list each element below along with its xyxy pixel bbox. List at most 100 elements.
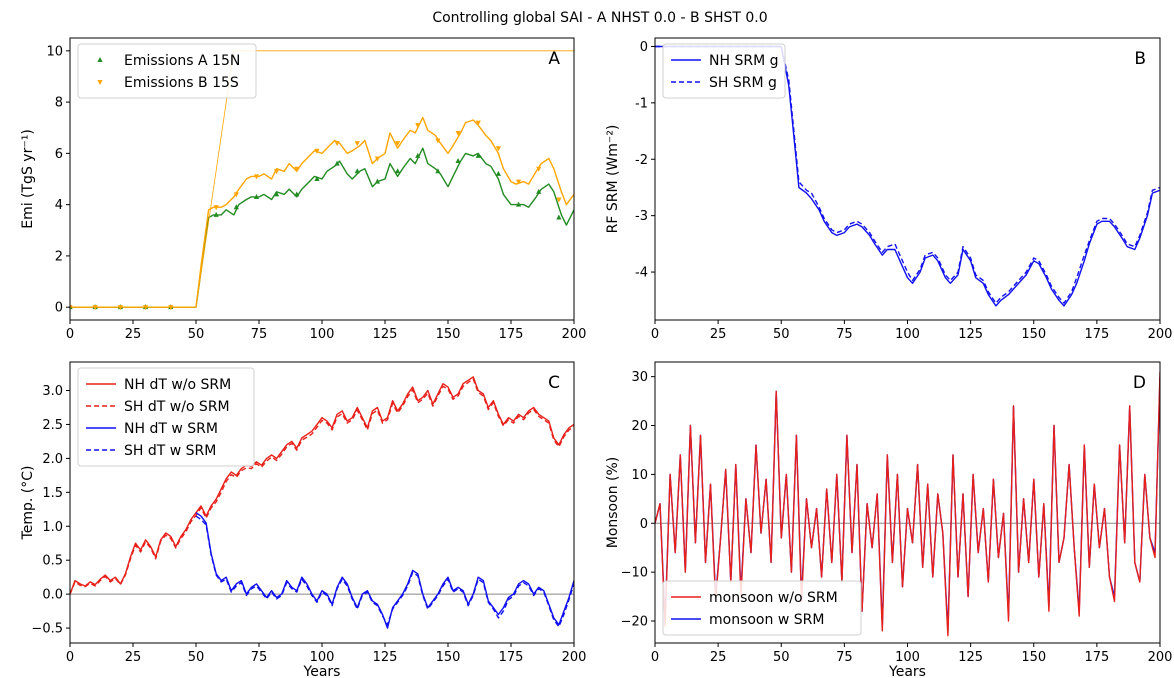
data-marker <box>374 156 381 162</box>
legend-box <box>662 580 862 636</box>
data-marker <box>556 197 562 203</box>
data-marker <box>556 214 562 220</box>
y-tick-label: 4 <box>55 198 63 213</box>
data-marker <box>395 168 401 174</box>
x-tick-label: 150 <box>436 327 461 342</box>
y-axis-label: RF SRM (Wm⁻²) <box>605 125 621 234</box>
x-tick-label: 125 <box>958 650 983 665</box>
y-tick-label: −20 <box>621 615 648 630</box>
x-tick-label: 150 <box>436 650 461 665</box>
data-marker <box>314 176 320 181</box>
legend: NH SRM g SH SRM g <box>662 43 786 99</box>
x-tick-label: 100 <box>310 650 335 665</box>
panel-label: A <box>548 49 560 69</box>
data-marker <box>435 138 441 144</box>
x-tick-label: 175 <box>1084 650 1109 665</box>
x-tick-label: 50 <box>773 650 790 665</box>
y-tick-label: 1.0 <box>42 520 63 535</box>
series-line-0 <box>70 376 574 595</box>
data-marker <box>435 168 441 174</box>
x-axis-label: Years <box>303 664 341 678</box>
legend: NH dT w/o SRM SH dT w/o SRM NH dT w SRM SH … <box>77 367 255 467</box>
data-marker <box>253 174 260 180</box>
data-marker <box>536 188 542 194</box>
series-line-1 <box>70 378 574 595</box>
y-tick-label: 0 <box>640 40 648 55</box>
x-tick-label: 200 <box>562 650 587 665</box>
x-tick-label: 200 <box>1148 650 1173 665</box>
plot-area <box>70 376 574 629</box>
series-line-1 <box>655 371 1160 637</box>
chart-panel-d: 0 25 50 75 100 125 150 175 200 −20 −10 0 10 20 30 Years… <box>605 361 1173 678</box>
series-line-1 <box>70 116 574 308</box>
series-line-2 <box>195 512 574 629</box>
chart-panel-c: 0 25 50 75 100 125 150 175 200 −0.5 0.0 0.5 1.0 1.5 2.… <box>20 361 587 678</box>
figure-title: Controlling global SAI - A NHST 0.0 - B … <box>432 10 767 26</box>
x-tick-label: 150 <box>1021 327 1046 342</box>
data-marker <box>168 305 174 311</box>
legend-label: NH SRM g <box>709 53 778 69</box>
x-tick-label: 175 <box>499 327 524 342</box>
legend-label: Emissions A 15N <box>124 53 240 69</box>
data-marker <box>354 141 360 147</box>
x-tick-label: 0 <box>66 650 74 665</box>
legend-label: Emissions B 15S <box>124 75 239 91</box>
x-tick-label: 0 <box>651 650 659 665</box>
x-tick-label: 150 <box>1021 650 1046 665</box>
x-tick-label: 125 <box>373 650 398 665</box>
x-tick-label: 125 <box>373 327 398 342</box>
plot-area <box>655 371 1160 637</box>
y-tick-label: 0.5 <box>42 554 63 569</box>
y-tick-label: 0 <box>55 301 63 316</box>
legend: monsoon w/o SRM monsoon w SRM <box>662 580 862 636</box>
legend-label: monsoon w SRM <box>709 612 824 628</box>
x-tick-label: 175 <box>499 650 524 665</box>
legend-box <box>77 43 257 99</box>
plot-area <box>70 50 574 311</box>
data-marker <box>536 166 542 172</box>
x-tick-label: 200 <box>1148 327 1173 342</box>
series-line-0 <box>70 147 574 308</box>
data-marker <box>253 193 260 199</box>
data-marker <box>143 305 149 311</box>
legend-marker <box>97 80 103 85</box>
legend-box <box>77 367 255 467</box>
data-marker <box>213 205 219 211</box>
data-marker <box>495 170 501 176</box>
data-marker <box>213 211 219 217</box>
x-tick-label: 100 <box>895 650 920 665</box>
data-marker <box>334 141 340 147</box>
data-marker <box>515 179 522 185</box>
y-axis-label: Monsoon (%) <box>605 457 621 549</box>
data-marker <box>354 168 360 174</box>
x-tick-label: 100 <box>310 327 335 342</box>
data-marker <box>117 305 123 311</box>
y-tick-label: 2.0 <box>42 452 63 467</box>
y-axis-label: Emi (TgS yr⁻¹) <box>20 129 36 229</box>
y-tick-label: 3.0 <box>42 384 63 399</box>
data-marker <box>475 152 481 158</box>
legend-label: monsoon w/o SRM <box>709 590 838 606</box>
y-tick-label: 20 <box>631 419 648 434</box>
data-marker <box>455 158 461 164</box>
y-tick-label: 2.5 <box>42 418 63 433</box>
series-line-0 <box>655 45 1160 307</box>
data-marker <box>70 305 73 311</box>
x-tick-label: 25 <box>125 650 142 665</box>
x-tick-label: 125 <box>958 327 983 342</box>
y-tick-label: 8 <box>55 96 63 111</box>
data-marker <box>515 201 522 207</box>
x-tick-label: 200 <box>562 327 587 342</box>
x-tick-label: 50 <box>773 327 790 342</box>
x-axis-label: Years <box>888 664 926 678</box>
y-tick-label: 2 <box>55 249 63 264</box>
y-tick-label: 10 <box>631 468 648 483</box>
data-marker <box>495 146 501 152</box>
chart-panel-b: 0 25 50 75 100 125 150 175 200 0 -1 -2 -3 -4 RF SRM (W… <box>605 37 1173 342</box>
legend: Emissions A 15N Emissions B 15S <box>77 43 257 99</box>
x-tick-label: 75 <box>836 650 853 665</box>
y-tick-label: 1.5 <box>42 486 63 501</box>
y-tick-label: 30 <box>631 370 648 385</box>
data-marker <box>294 166 300 172</box>
plot-area <box>655 45 1160 307</box>
